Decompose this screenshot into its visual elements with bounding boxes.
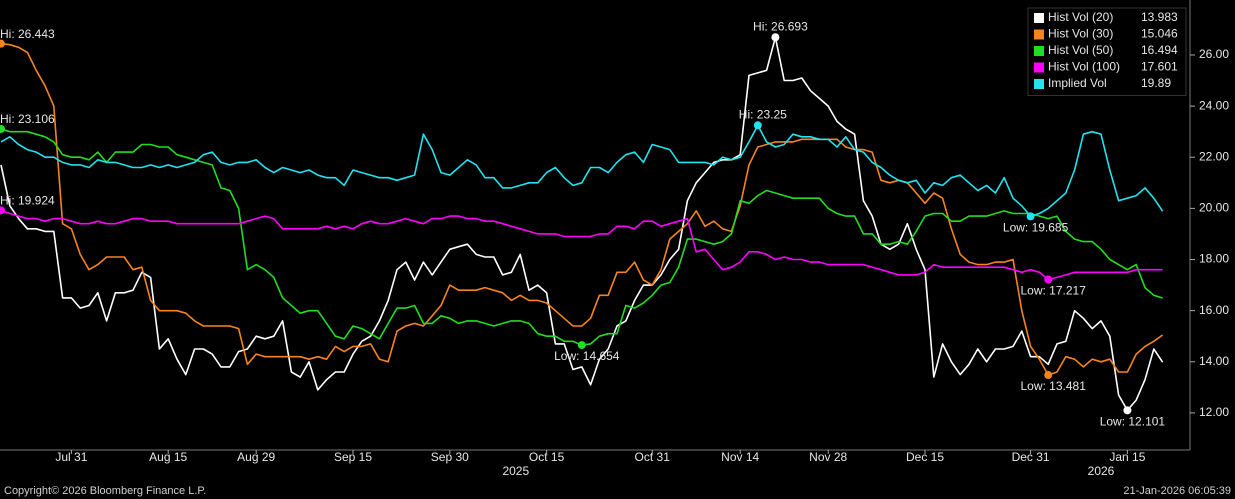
legend-label: Hist Vol (20) — [1048, 10, 1113, 24]
x-tick-label: Dec 15 — [906, 450, 944, 464]
legend-label: Implied Vol — [1048, 76, 1107, 90]
series-line — [0, 42, 1164, 376]
legend-swatch — [1034, 46, 1044, 56]
legend-value: 16.494 — [1141, 43, 1178, 57]
y-tick-label: 24.00 — [1199, 98, 1229, 112]
legend: Hist Vol (20) 13.983 Hist Vol (30) 15.046 Hi… — [1027, 7, 1187, 96]
legend-box — [1027, 7, 1187, 96]
legend-label: Hist Vol (100) — [1048, 60, 1120, 74]
y-tick-label: 18.00 — [1199, 252, 1229, 266]
series-line — [0, 124, 1164, 218]
low-marker — [1123, 406, 1132, 415]
low-label: Low: 12.101 — [1100, 415, 1166, 429]
hi-label: Hi: 23.25 — [739, 107, 787, 121]
low-label: Low: 13.481 — [1021, 379, 1087, 393]
x-tick-label: Jul 31 — [55, 450, 87, 464]
hi-label: Hi: 19.924 — [0, 193, 55, 207]
legend-label: Hist Vol (30) — [1048, 27, 1113, 41]
x-tick-label: Aug 29 — [237, 450, 275, 464]
y-tick-label: 20.00 — [1199, 201, 1229, 215]
legend-value: 19.89 — [1141, 76, 1171, 90]
low-label: Low: 19.685 — [1003, 221, 1069, 235]
low-marker — [1026, 212, 1035, 221]
legend-value: 13.983 — [1141, 10, 1178, 24]
series-line — [0, 36, 1164, 412]
legend-swatch — [1034, 79, 1044, 89]
year-label: 2025 — [502, 464, 529, 478]
legend-swatch — [1034, 29, 1044, 40]
low-marker — [1044, 275, 1053, 284]
copyright: Copyright© 2026 Bloomberg Finance L.P. — [4, 485, 206, 497]
hi-marker — [0, 39, 5, 48]
legend-value: 17.601 — [1141, 60, 1178, 74]
y-tick-label: 16.00 — [1199, 303, 1229, 317]
hi-label: Hi: 26.443 — [0, 27, 55, 41]
x-tick-label: Nov 14 — [721, 450, 759, 464]
legend-label: Hist Vol (50) — [1048, 43, 1113, 57]
legend-swatch — [1034, 62, 1044, 73]
x-tick-label: Dec 31 — [1012, 450, 1050, 464]
low-label: Low: 17.217 — [1021, 284, 1087, 298]
low-label: Low: 14.654 — [554, 349, 620, 363]
low-marker — [577, 341, 586, 350]
hi-marker — [771, 33, 780, 42]
series-line — [0, 209, 1163, 281]
low-marker — [1044, 371, 1053, 380]
y-tick-label: 14.00 — [1199, 354, 1229, 368]
hi-marker — [753, 121, 762, 130]
y-tick-label: 26.00 — [1199, 47, 1229, 61]
x-tick-label: Oct 31 — [635, 450, 671, 464]
y-tick-label: 12.00 — [1199, 405, 1229, 419]
hi-marker — [0, 124, 5, 133]
x-tick-label: Sep 30 — [431, 450, 469, 464]
hi-marker — [0, 206, 5, 215]
x-tick-label: Aug 15 — [149, 450, 187, 464]
y-tick-label: 22.00 — [1199, 149, 1229, 163]
hi-label: Hi: 23.106 — [0, 112, 55, 126]
hi-label: Hi: 26.693 — [753, 19, 808, 33]
x-tick-label: Jan 15 — [1109, 450, 1145, 464]
legend-value: 15.046 — [1141, 27, 1178, 41]
year-label: 2026 — [1088, 464, 1115, 478]
legend-swatch — [1034, 13, 1044, 23]
x-tick-label: Nov 28 — [809, 450, 847, 464]
timestamp: 21-Jan-2026 06:05:39 — [1123, 485, 1231, 497]
x-tick-label: Oct 15 — [529, 450, 565, 464]
x-tick-label: Sep 15 — [334, 450, 372, 464]
